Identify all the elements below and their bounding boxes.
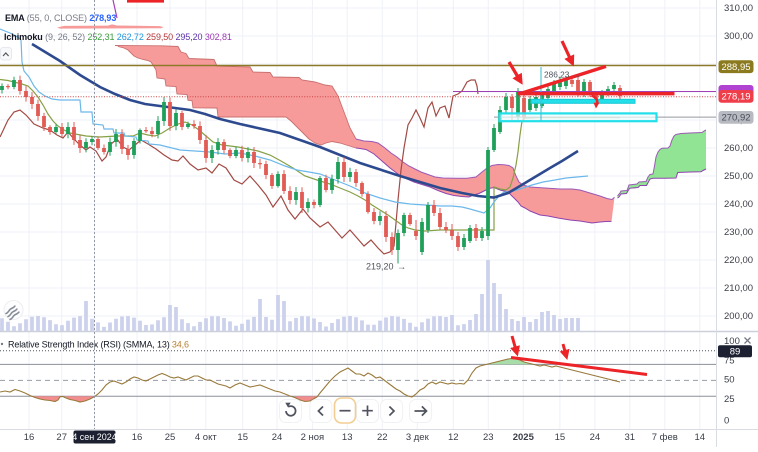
svg-text:250,00: 250,00 [724,171,753,182]
svg-text:27: 27 [56,432,67,443]
svg-text:24: 24 [272,432,283,443]
svg-text:Ichimoku (9, 26, 52) 252,31 26: Ichimoku (9, 26, 52) 252,31 262,72 259,5… [4,32,232,42]
svg-text:50: 50 [724,375,735,386]
svg-text:278,19: 278,19 [721,92,750,103]
svg-text:288,95: 288,95 [721,62,750,73]
svg-text:EMA (55, 0, CLOSE) 278,93: EMA (55, 0, CLOSE) 278,93 [5,13,116,23]
svg-text:23: 23 [483,432,494,443]
svg-text:12: 12 [448,432,459,443]
svg-text:270,92: 270,92 [721,113,750,124]
svg-text:13: 13 [342,432,353,443]
svg-text:4 окт: 4 окт [195,432,217,443]
svg-text:210,00: 210,00 [724,283,753,294]
svg-text:300,00: 300,00 [724,31,753,42]
svg-text:240,00: 240,00 [724,199,753,210]
svg-text:16: 16 [24,432,35,443]
svg-text:Relative Strength Index (RSI): Relative Strength Index (RSI) (SMMA, 13)… [8,340,189,350]
svg-text:25: 25 [165,432,176,443]
svg-text:89: 89 [730,346,741,357]
svg-text:4 сен 2024: 4 сен 2024 [72,432,117,442]
svg-text:75: 75 [724,356,735,367]
svg-text:2 ноя: 2 ноя [301,432,325,443]
svg-text:230,00: 230,00 [724,227,753,238]
svg-text:220,00: 220,00 [724,255,753,266]
svg-text:286,23 →: 286,23 → [544,69,581,79]
svg-text:25: 25 [724,394,735,405]
svg-text:3 дек: 3 дек [406,432,430,443]
svg-text:260,00: 260,00 [724,143,753,154]
svg-text:100: 100 [724,336,740,347]
svg-text:310,00: 310,00 [724,3,753,14]
svg-text:0: 0 [724,416,729,427]
svg-text:200,00: 200,00 [724,311,753,322]
svg-text:15: 15 [237,432,248,443]
svg-text:22: 22 [377,432,388,443]
svg-text:16: 16 [132,432,143,443]
svg-text:219,20 →: 219,20 → [366,262,406,272]
svg-text:14: 14 [695,432,706,443]
svg-text:7 фев: 7 фев [652,432,678,443]
svg-text:24: 24 [590,432,601,443]
svg-text:31: 31 [625,432,636,443]
svg-text:2025: 2025 [513,432,535,443]
svg-text:15: 15 [555,432,566,443]
